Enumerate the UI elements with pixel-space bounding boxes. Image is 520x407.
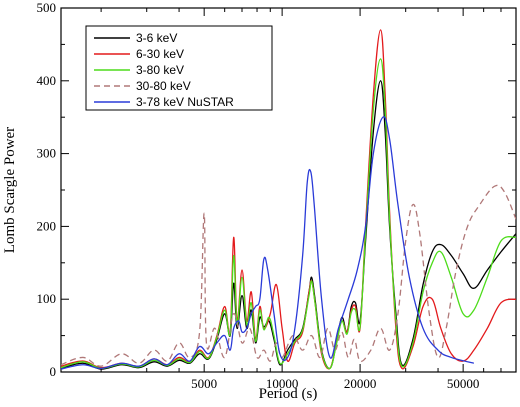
series-line-4	[61, 184, 516, 367]
y-tick-label: 0	[50, 364, 57, 379]
x-tick-label: 10000	[266, 376, 299, 391]
x-axis-title: Period (s)	[259, 386, 318, 402]
legend-box	[85, 25, 273, 111]
y-axis-title: Lomb Scargle Power	[2, 127, 18, 253]
series-line-3	[61, 58, 516, 370]
y-tick-label: 500	[37, 0, 57, 15]
legend-label: 3-6 keV	[136, 31, 177, 45]
series-layer	[61, 29, 516, 370]
legend-label: 3-80 keV	[136, 63, 184, 77]
legend: 3-6 keV 6-30 keV 3-80 keV 30-80 keV 3-78 keV…	[85, 25, 273, 111]
x-axis: 5000 10000 20000 50000	[100, 8, 517, 391]
legend-label: 6-30 keV	[136, 47, 184, 61]
y-tick-label: 100	[37, 291, 57, 306]
x-tick-label: 5000	[191, 376, 217, 391]
y-tick-label: 300	[37, 146, 57, 161]
x-tick-label: 50000	[447, 376, 480, 391]
x-tick-label: 20000	[344, 376, 377, 391]
legend-label: 30-80 keV	[136, 79, 191, 93]
legend-label: 3-78 keV NuSTAR	[136, 95, 234, 109]
y-axis: 0 100 200 300 400 500	[37, 0, 516, 379]
y-tick-label: 400	[37, 73, 57, 88]
y-tick-label: 200	[37, 218, 57, 233]
series-line-5	[61, 116, 475, 370]
